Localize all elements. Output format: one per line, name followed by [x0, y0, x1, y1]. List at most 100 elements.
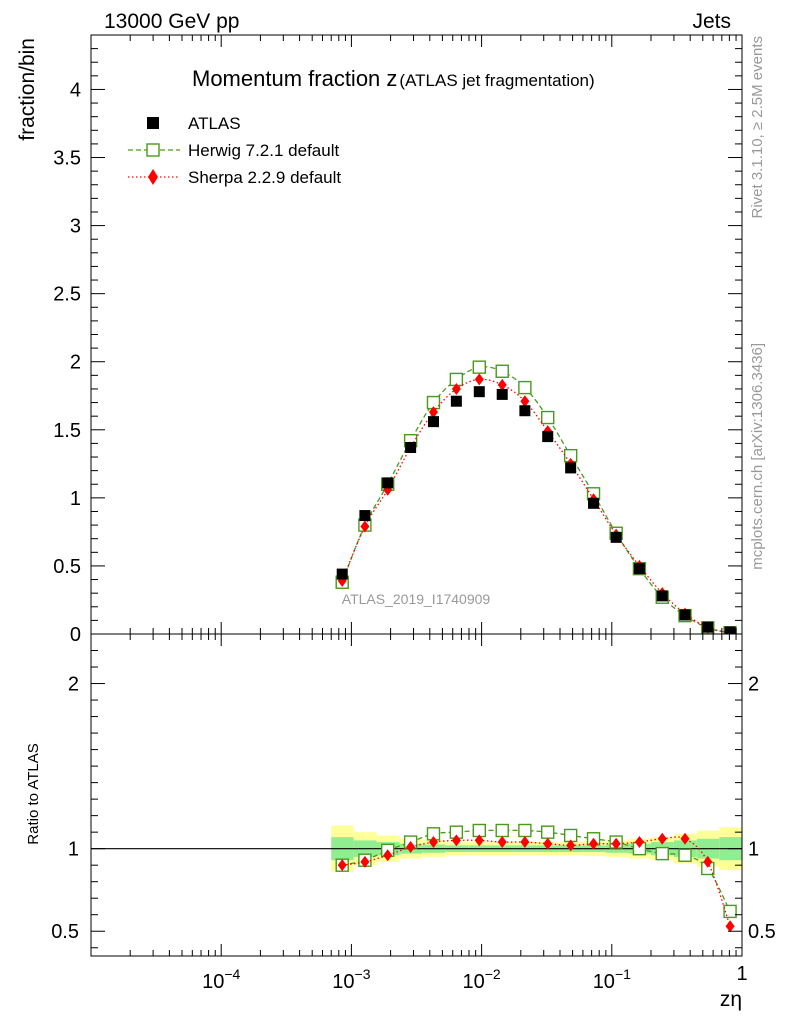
x-tick-label-exponent: −3 [355, 966, 371, 982]
main-y-axis-label: fraction/bin [16, 38, 39, 141]
x-tick-label-exponent: −2 [485, 966, 501, 982]
main-point-atlas [588, 497, 600, 509]
ratio-frame [90, 633, 743, 957]
main-y-tick-label: 1.5 [53, 420, 81, 442]
x-tick-label-base: 10 [593, 971, 615, 993]
ratio-point-herwig [723, 904, 737, 919]
main-point-atlas [610, 531, 622, 543]
main-plot-area [335, 360, 737, 634]
ratio-point-sherpa [520, 836, 530, 849]
main-y-tick-label: 3 [70, 216, 81, 238]
main-point-atlas [542, 431, 554, 443]
ratio-point-sherpa [497, 836, 507, 849]
legend-marker-herwig [146, 143, 160, 157]
ratio-point-sherpa [406, 841, 416, 854]
ratio-point-sherpa [383, 849, 393, 862]
main-point-herwig [518, 380, 532, 395]
main-point-sherpa [497, 378, 507, 391]
main-point-atlas [519, 405, 531, 417]
main-point-atlas [565, 462, 577, 474]
plot-title-suffix: (ATLAS jet fragmentation) [399, 71, 594, 90]
main-point-sherpa [360, 520, 370, 533]
legend-entry-sherpa: Sherpa 2.2.9 default [128, 168, 341, 187]
ratio-point-sherpa [634, 836, 644, 849]
ratio-point-herwig [655, 846, 669, 861]
plot-title-main: Momentum fraction z [192, 66, 397, 91]
ratio-point-sherpa [543, 837, 553, 850]
plot-title: Momentum fraction z (ATLAS jet fragmentat… [192, 66, 595, 91]
main-point-atlas [427, 416, 439, 428]
ratio-point-herwig [495, 823, 509, 838]
ratio-point-sherpa [451, 834, 461, 847]
main-point-atlas [633, 563, 645, 575]
main-point-atlas [496, 388, 508, 400]
mcplots-label: mcplots.cern.ch [arXiv:1306.3436] [749, 343, 766, 570]
ratio-point-sherpa [725, 920, 735, 933]
ratio-point-sherpa [589, 837, 599, 850]
ratio-point-herwig [541, 825, 555, 839]
main-y-tick-label: 1 [70, 488, 81, 510]
main-point-sherpa [474, 373, 484, 386]
ratio-point-sherpa [566, 839, 576, 852]
ratio-y-axis-label: Ratio to ATLAS [25, 743, 42, 844]
ratio-point-herwig [678, 848, 692, 862]
main-axes: 0 0.5 1 1.5 2 2.5 3 3.5 4 [53, 34, 743, 646]
main-point-herwig [541, 410, 555, 425]
ratio-plot-area [91, 823, 742, 933]
x-tick-label-exponent: −1 [615, 966, 631, 982]
x-tick-label: 10−3 [332, 966, 370, 993]
x-tick-label: 10−1 [593, 966, 631, 993]
ratio-y-tick-label-left: 2 [68, 674, 79, 696]
ratio-point-sherpa [657, 832, 667, 845]
ratio-point-sherpa [611, 837, 621, 850]
ratio-y-tick-label-right: 2 [748, 674, 759, 696]
ratio-y-tick-label-left: 1 [68, 839, 79, 861]
main-point-atlas [656, 590, 668, 602]
header-energy-label: 13000 GeV pp [104, 10, 239, 33]
x-tick-label-base: 10 [202, 971, 224, 993]
main-point-atlas [450, 395, 462, 407]
rivet-label: Rivet 3.1.10, ≥ 2.5M events [749, 36, 766, 219]
main-point-atlas [473, 386, 485, 398]
legend: ATLAS Herwig 7.2.1 default Sherpa 2.2.9 … [128, 114, 341, 187]
main-point-sherpa [451, 382, 461, 395]
ratio-point-sherpa [337, 859, 347, 872]
ratio-point-sherpa [360, 855, 370, 868]
x-tick-label: 10−2 [462, 966, 500, 993]
x-tick-label: 10−4 [202, 966, 240, 993]
ratio-point-sherpa [703, 855, 713, 868]
legend-marker-atlas [147, 117, 159, 129]
legend-marker-sherpa [148, 169, 158, 185]
legend-label-sherpa: Sherpa 2.2.9 default [188, 168, 341, 187]
x-axis-label: zη [720, 988, 742, 1011]
main-point-atlas [359, 510, 371, 522]
main-point-herwig [472, 360, 486, 374]
main-point-sherpa [428, 406, 438, 419]
main-y-tick-label: 2.5 [53, 284, 81, 306]
ratio-point-sherpa [428, 836, 438, 849]
analysis-watermark: ATLAS_2019_I1740909 [342, 591, 491, 607]
legend-label-herwig: Herwig 7.2.1 default [188, 141, 339, 160]
ratio-y-tick-label-right: 0.5 [748, 921, 776, 943]
main-point-atlas [724, 626, 736, 634]
ratio-point-sherpa [474, 834, 484, 847]
main-point-herwig [495, 364, 509, 378]
ratio-point-herwig [518, 823, 532, 838]
main-point-atlas [679, 609, 691, 621]
x-tick-label-exponent: −4 [224, 966, 240, 982]
legend-entry-atlas: ATLAS [147, 114, 241, 133]
ratio-axes: 10−4 10−3 10−2 10−1 10.5 0.51 12 2 [51, 633, 776, 993]
main-point-atlas [336, 568, 348, 580]
main-point-atlas [405, 441, 417, 453]
header-process-label: Jets [692, 10, 731, 33]
x-tick-label-base: 10 [332, 971, 354, 993]
main-point-atlas [382, 477, 394, 489]
legend-entry-herwig: Herwig 7.2.1 default [128, 141, 339, 160]
main-y-tick-label: 4 [70, 79, 81, 101]
x-tick-label: 1 [736, 963, 747, 985]
ratio-point-sherpa [680, 832, 690, 845]
main-point-sherpa [520, 395, 530, 408]
legend-label-atlas: ATLAS [188, 114, 241, 133]
main-y-tick-label: 2 [70, 352, 81, 374]
